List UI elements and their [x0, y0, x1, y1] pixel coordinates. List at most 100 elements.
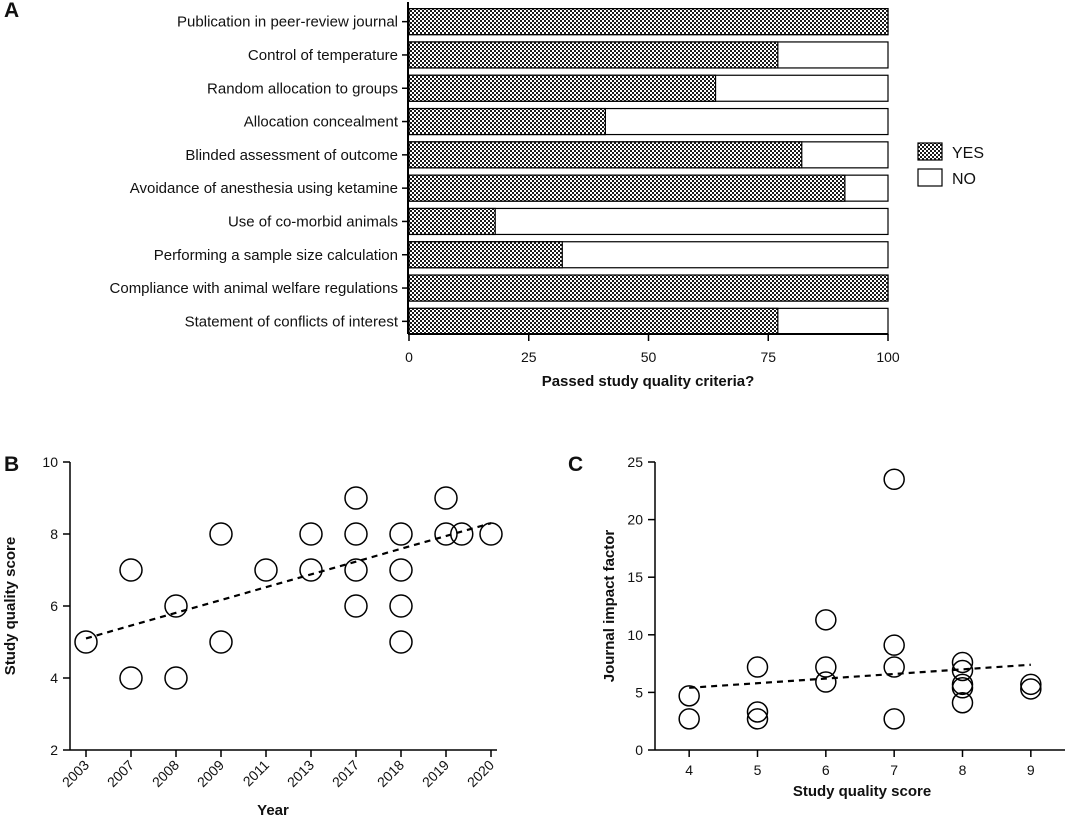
x-tick-label-5: 5	[754, 762, 762, 778]
panel-b-x-axis-label: Year	[257, 802, 289, 818]
panel-c-point-6	[815, 609, 837, 631]
panel-c-point-2	[678, 708, 700, 730]
category-label-3: Random allocation to groups	[207, 80, 398, 97]
panel-b-point-6	[209, 522, 233, 546]
legend-label-yes: YES	[952, 145, 984, 162]
category-label-8: Performing a sample size calculation	[154, 247, 398, 264]
panel-a-bars	[408, 8, 889, 335]
panel-b-point-14	[344, 594, 368, 618]
panel-b: B 2 4 6 8 10 2003 2007 2008 2009 2011 2013 2017 2018…	[2, 453, 503, 818]
y-tick-label-25: 25	[627, 454, 643, 470]
panel-c-point-19	[1020, 678, 1042, 700]
x-tick-label-9: 9	[1027, 762, 1035, 778]
x-tick-label-2007: 2007	[104, 757, 137, 790]
panel-c-y-axis-label: Journal impact factor	[601, 530, 618, 683]
panel-c-point-1	[678, 685, 700, 707]
panel-c-point-5	[746, 708, 769, 730]
panel-b-point-12	[344, 522, 368, 546]
category-label-2: Control of temperature	[248, 47, 398, 64]
panel-b-point-18	[389, 630, 413, 654]
panel-b-trendline-group	[85, 522, 492, 640]
panel-c-point-11	[883, 656, 905, 678]
legend-swatch-yes	[917, 142, 943, 161]
x-tick-label-0: 0	[405, 349, 413, 365]
panel-c-ticks: 0 5 10 15 20 25 4 5 6 7 8 9	[627, 454, 1035, 778]
panel-b-point-13	[344, 558, 368, 582]
category-label-10: Statement of conflicts of interest	[185, 313, 399, 330]
panel-a: A Publication in peer-review journal Cont…	[4, 0, 984, 390]
x-tick-label-75: 75	[760, 349, 776, 365]
category-label-6: Avoidance of anesthesia using ketamine	[130, 180, 398, 197]
bar-yes-7	[408, 207, 496, 236]
panel-b-point-9	[299, 522, 323, 546]
x-tick-label-2020: 2020	[464, 757, 497, 790]
panel-b-trendline	[85, 522, 492, 640]
panel-c-point-16	[951, 677, 974, 699]
panel-b-point-5	[164, 666, 188, 690]
bar-yes-10	[408, 307, 779, 335]
panel-a-label: A	[4, 0, 19, 22]
panel-a-legend: YES NO	[917, 142, 984, 188]
x-tick-label-100: 100	[876, 349, 900, 365]
x-tick-label-7: 7	[890, 762, 898, 778]
x-tick-label-8: 8	[959, 762, 967, 778]
panel-c-point-17	[951, 692, 974, 714]
y-tick-label-10: 10	[627, 627, 643, 643]
panel-b-point-3	[119, 666, 143, 690]
y-tick-label-0: 0	[635, 742, 643, 758]
panel-b-point-4	[164, 594, 188, 618]
bar-yes-1	[408, 8, 889, 36]
y-tick-label-10: 10	[42, 454, 58, 470]
legend-label-no: NO	[952, 171, 976, 188]
y-tick-label-15: 15	[627, 569, 643, 585]
y-tick-label-5: 5	[635, 684, 643, 700]
category-label-9: Compliance with animal welfare regulatio…	[110, 280, 398, 297]
panel-b-point-10	[299, 558, 323, 582]
category-label-7: Use of co-morbid animals	[228, 213, 398, 230]
bar-yes-9	[408, 274, 889, 302]
panel-c-point-14	[951, 659, 974, 682]
y-tick-label-6: 6	[50, 598, 58, 614]
panel-c-points	[678, 468, 1042, 730]
panel-c-point-13	[951, 651, 974, 674]
panel-b-ticks: 2 4 6 8 10 2003 2007 2008 2009 2011 2013 2017 2018 20…	[42, 454, 497, 790]
x-tick-label-25: 25	[521, 349, 537, 365]
panel-b-point-2	[119, 558, 143, 582]
category-label-4: Allocation concealment	[244, 114, 399, 131]
y-tick-label-8: 8	[50, 526, 58, 542]
panel-c-label: C	[568, 453, 583, 476]
x-tick-label-2008: 2008	[149, 757, 182, 790]
x-tick-label-50: 50	[641, 349, 657, 365]
x-tick-label-2019: 2019	[419, 757, 452, 790]
y-tick-label-20: 20	[627, 512, 643, 528]
panel-b-point-17	[389, 594, 413, 618]
panel-c-point-7	[815, 656, 837, 678]
panel-c-x-axis-label: Study quality score	[793, 783, 931, 800]
panel-c-point-12	[883, 708, 905, 730]
x-tick-label-2017: 2017	[329, 757, 362, 790]
category-label-1: Publication in peer-review journal	[177, 14, 398, 31]
bar-yes-2	[408, 41, 779, 69]
panel-b-point-8	[254, 558, 278, 582]
panel-b-label: B	[4, 453, 19, 476]
panel-c: C 0 5 10 15 20 25 4 5 6 7 8 9 Study quality score J…	[568, 453, 1065, 800]
panel-b-point-21	[450, 522, 474, 546]
x-tick-label-4: 4	[685, 762, 693, 778]
y-tick-label-2: 2	[50, 742, 58, 758]
x-tick-label-2018: 2018	[374, 757, 407, 790]
panel-b-point-22	[479, 522, 503, 546]
panel-c-trendline	[689, 663, 1031, 689]
x-tick-label-2011: 2011	[240, 757, 273, 790]
panel-c-point-10	[883, 634, 905, 656]
x-tick-label-2009: 2009	[194, 757, 227, 790]
panel-c-trendline-group	[689, 663, 1031, 689]
bar-yes-8	[408, 241, 563, 269]
panel-c-point-4	[746, 701, 769, 723]
x-tick-label-2013: 2013	[284, 757, 317, 790]
bar-yes-4	[408, 107, 606, 136]
panel-b-point-20	[434, 522, 458, 546]
panel-a-x-ticks: Publication in peer-review journal Contro…	[110, 14, 900, 365]
panel-b-y-axis-label: Study quality score	[2, 537, 19, 675]
bar-yes-3	[408, 74, 717, 102]
panel-c-point-9	[883, 468, 905, 491]
